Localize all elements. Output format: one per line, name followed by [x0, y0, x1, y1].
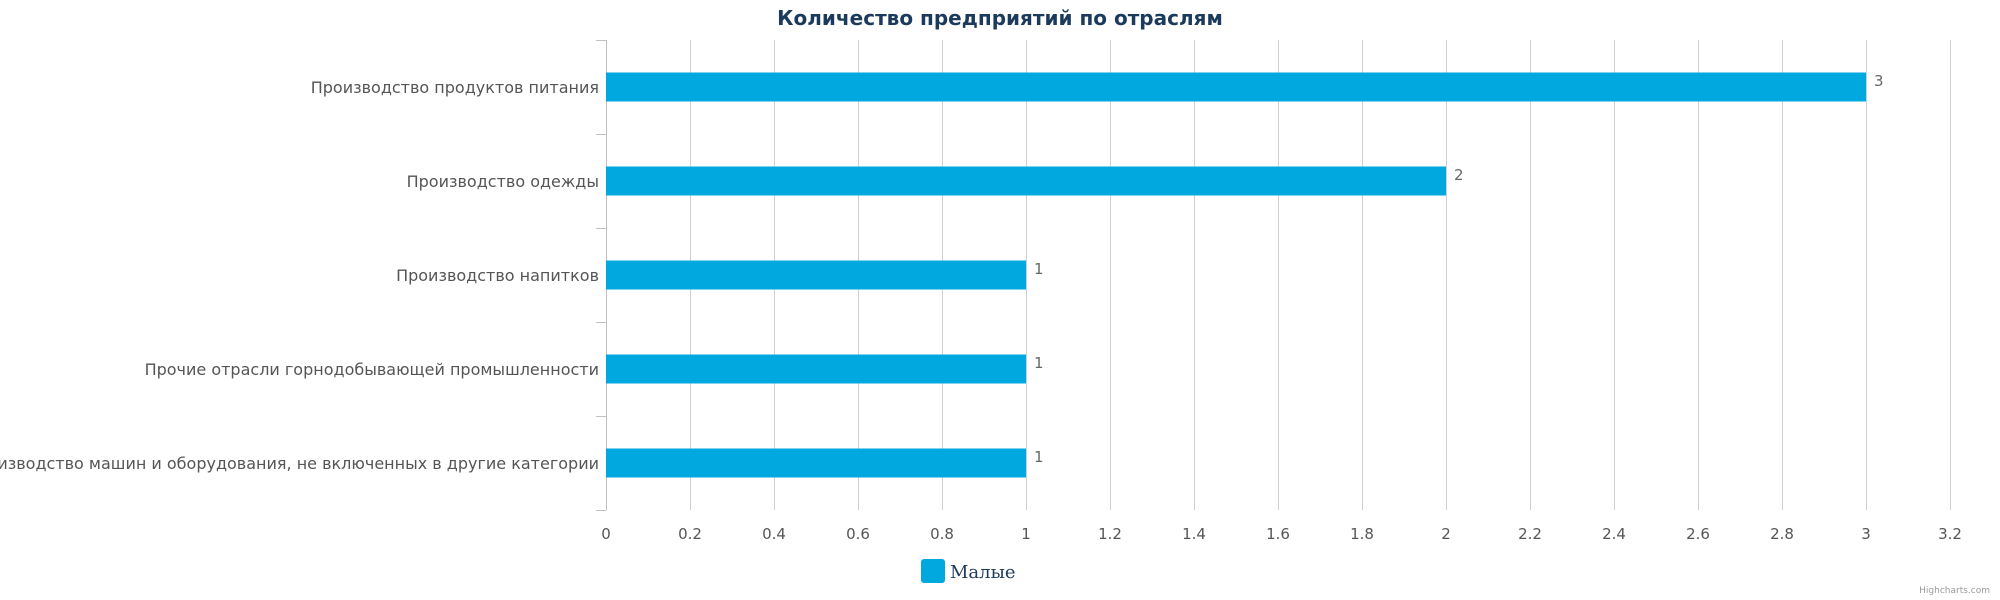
bar[interactable] — [606, 448, 1026, 478]
category-label: Производство машин и оборудования, не вк… — [0, 454, 599, 473]
data-label: 1 — [1034, 354, 1044, 372]
data-label: 1 — [1034, 448, 1044, 466]
data-labels: 3 2 1 1 1 — [1034, 72, 1884, 466]
x-tick-label: 0.4 — [762, 525, 786, 543]
bars — [606, 72, 1866, 478]
legend-label[interactable]: Малые — [950, 562, 1016, 583]
x-tick-label: 2.6 — [1686, 525, 1710, 543]
category-label: Производство напитков — [396, 266, 599, 285]
category-label: Производство одежды — [407, 172, 599, 191]
x-tick-label: 2.2 — [1518, 525, 1542, 543]
legend-swatch[interactable] — [921, 559, 945, 583]
chart-title: Количество предприятий по отраслям — [777, 6, 1223, 30]
x-tick-label: 3 — [1861, 525, 1871, 543]
x-tick-label: 0.2 — [678, 525, 702, 543]
x-tick-label: 0 — [601, 525, 611, 543]
grid-lines — [690, 40, 1951, 510]
category-label: Прочие отрасли горнодобывающей промышлен… — [145, 360, 599, 379]
x-tick-label: 1.2 — [1098, 525, 1122, 543]
x-tick-label: 2 — [1441, 525, 1451, 543]
x-tick-label: 0.6 — [846, 525, 870, 543]
credits-link[interactable]: Highcharts.com — [1919, 586, 1990, 596]
data-label: 1 — [1034, 260, 1044, 278]
x-tick-label: 1.6 — [1266, 525, 1290, 543]
bar[interactable] — [606, 166, 1446, 196]
legend[interactable]: Малые — [921, 559, 1016, 583]
x-tick-label: 2.8 — [1770, 525, 1794, 543]
x-tick-label: 1.4 — [1182, 525, 1206, 543]
x-tick-label: 2.4 — [1602, 525, 1626, 543]
category-labels: Производство продуктов питания Производст… — [0, 78, 599, 473]
x-tick-label: 1.8 — [1350, 525, 1374, 543]
data-label: 3 — [1874, 72, 1884, 90]
data-label: 2 — [1454, 166, 1464, 184]
x-tick-label: 3.2 — [1938, 525, 1962, 543]
x-tick-label: 0.8 — [930, 525, 954, 543]
x-tick-labels: 0 0.2 0.4 0.6 0.8 1 1.2 1.4 1.6 1.8 2 2.2 2.4 2.6 2.8 3… — [601, 525, 1962, 543]
category-label: Производство продуктов питания — [311, 78, 599, 97]
bar[interactable] — [606, 260, 1026, 290]
x-tick-label: 1 — [1021, 525, 1031, 543]
bar[interactable] — [606, 354, 1026, 384]
bar[interactable] — [606, 72, 1866, 102]
